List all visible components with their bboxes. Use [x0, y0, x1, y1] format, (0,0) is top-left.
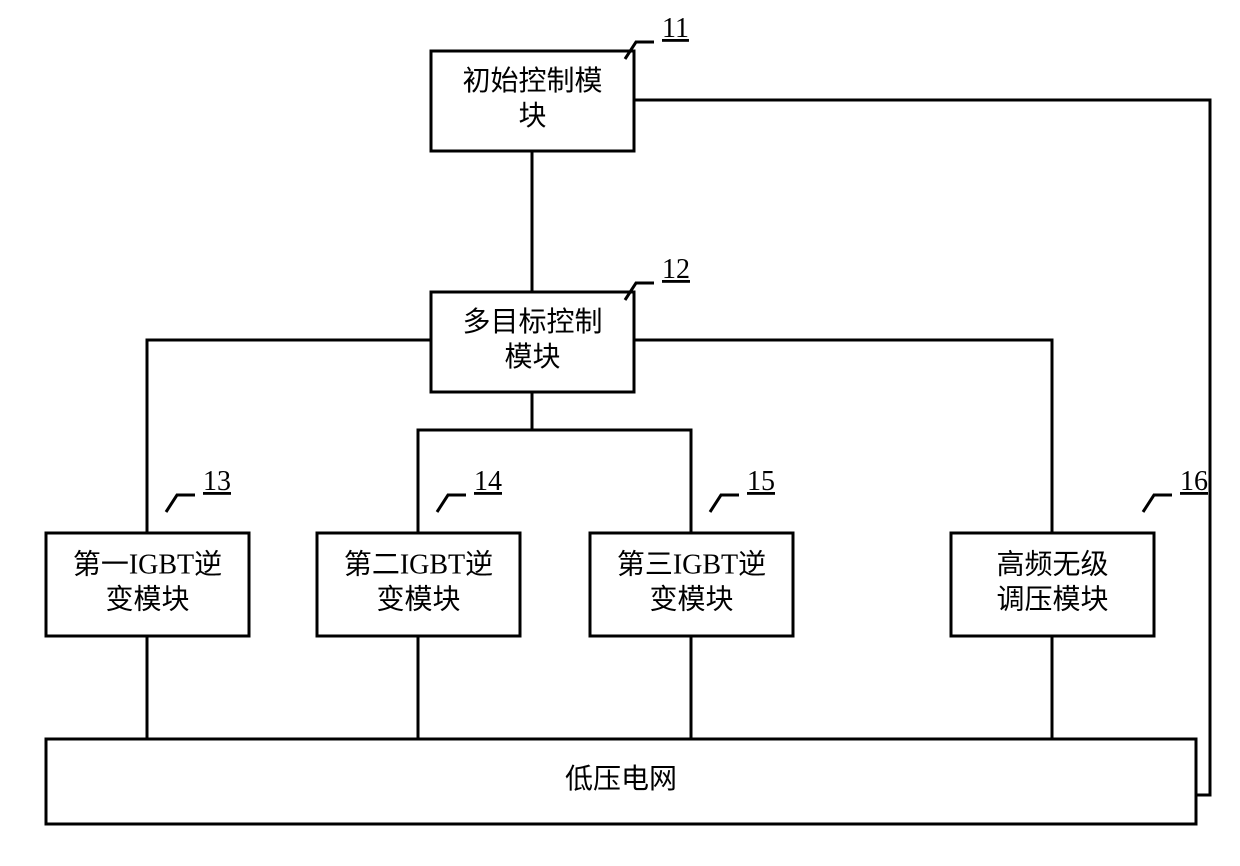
connector [147, 340, 431, 533]
node-text: 多目标控制 [462, 306, 602, 338]
node-text: 初始控制模 [462, 65, 602, 97]
node-text: 变模块 [105, 583, 189, 615]
diagram-canvas: 初始控制模块11多目标控制模块12第一IGBT逆变模块13第二IGBT逆变模块1… [0, 0, 1240, 866]
node-text: 变模块 [376, 583, 460, 615]
connector [418, 392, 532, 533]
node-text: 模块 [504, 341, 560, 373]
label-leader [710, 495, 739, 512]
node-n11: 初始控制模块 11 [431, 13, 689, 151]
node-label: 15 [747, 466, 775, 497]
label-leader [1143, 495, 1172, 512]
node-text: 高频无级 [996, 548, 1108, 580]
node-grid: 低压电网 [46, 739, 1196, 824]
label-leader [437, 495, 466, 512]
connector [532, 392, 691, 533]
label-leader [166, 495, 195, 512]
node-label: 11 [662, 13, 689, 44]
node-text: 第一IGBT逆 [73, 548, 222, 580]
node-text: 低压电网 [565, 763, 677, 795]
node-text: 变模块 [649, 583, 733, 615]
node-n12: 多目标控制模块 12 [431, 254, 690, 392]
node-text: 第三IGBT逆 [617, 548, 766, 580]
node-label: 13 [203, 466, 231, 497]
node-text: 调压模块 [996, 583, 1108, 615]
node-label: 16 [1180, 466, 1208, 497]
node-text: 块 [518, 101, 546, 132]
connector [634, 340, 1052, 533]
connector [634, 100, 1210, 795]
node-label: 14 [474, 466, 502, 497]
node-text: 第二IGBT逆 [344, 548, 493, 580]
node-label: 12 [662, 254, 690, 285]
node-n16: 高频无级调压模块 16 [951, 466, 1208, 636]
